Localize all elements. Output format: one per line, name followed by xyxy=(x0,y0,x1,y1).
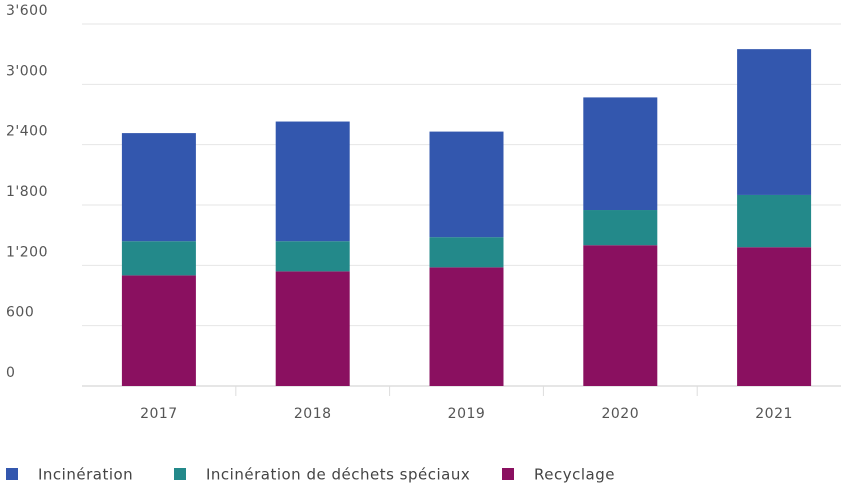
x-tick-label: 2021 xyxy=(755,406,793,422)
x-tick-label: 2017 xyxy=(140,406,178,422)
bar-segment xyxy=(583,245,658,386)
bar-segment xyxy=(275,271,350,386)
bar-segment xyxy=(583,210,658,246)
bar-segment xyxy=(737,247,812,386)
bar-segment xyxy=(429,131,504,238)
bar-segment xyxy=(429,267,504,386)
y-tick-label: 1'200 xyxy=(6,244,48,260)
legend-label: Incinération de déchets spéciaux xyxy=(206,466,470,484)
y-tick-label: 0 xyxy=(6,365,15,381)
y-tick-label: 600 xyxy=(6,305,34,321)
y-tick-label: 1'800 xyxy=(6,184,48,200)
y-tick-label: 2'400 xyxy=(6,124,48,140)
bar-segment xyxy=(275,241,350,272)
bar-segment xyxy=(737,194,812,248)
y-tick-label: 3'600 xyxy=(6,3,48,19)
bar-segment xyxy=(121,133,196,242)
y-tick-label: 3'000 xyxy=(6,63,48,79)
bar-segment xyxy=(429,237,504,268)
x-tick-label: 2018 xyxy=(294,406,332,422)
legend-swatch xyxy=(174,468,186,480)
legend-swatch xyxy=(6,468,18,480)
bar-segment xyxy=(583,97,658,211)
bar-segment xyxy=(737,49,812,195)
bar-segment xyxy=(121,241,196,276)
legend-label: Recyclage xyxy=(534,466,615,484)
x-tick-label: 2019 xyxy=(448,406,486,422)
legend-swatch xyxy=(502,468,514,480)
bar-segment xyxy=(121,275,196,386)
x-tick-label: 2020 xyxy=(601,406,639,422)
bar-segment xyxy=(275,121,350,242)
legend: Incinération Incinération de déchets spéc… xyxy=(6,466,615,484)
legend-label: Incinération xyxy=(38,466,133,484)
